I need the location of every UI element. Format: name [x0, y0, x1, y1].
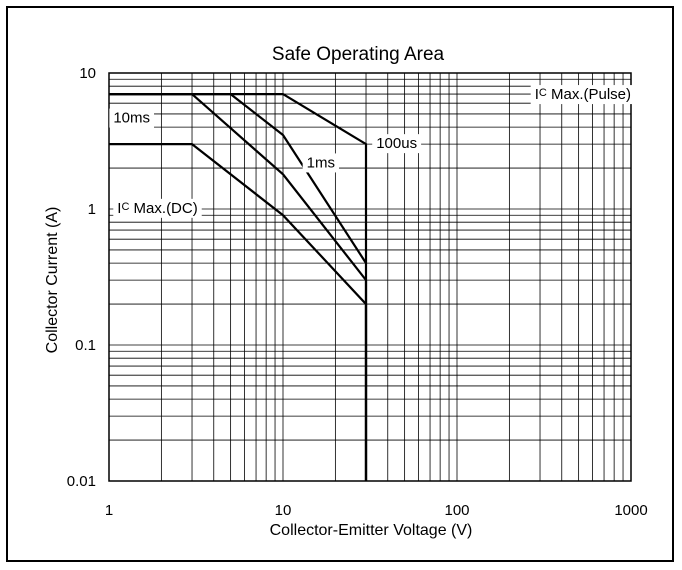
x-tick-label: 100	[444, 502, 469, 519]
plot-border	[108, 72, 632, 482]
annotations-group: IC Max.(Pulse) 10ms 1ms 100us IC Max.(DC)	[109, 85, 636, 218]
y-tick-label: 0.1	[75, 337, 96, 354]
chart-title: Safe Operating Area	[272, 44, 445, 65]
annotation-label: 10ms	[113, 110, 150, 127]
x-tick-label: 1000	[614, 502, 647, 519]
annotation-label: 1ms	[307, 154, 335, 171]
y-tick-label: 1	[88, 201, 96, 218]
annotation-bg	[302, 153, 340, 173]
annotation-ic_dc: IC Max.(DC)	[113, 198, 202, 218]
x-tick-label: 1	[105, 502, 113, 519]
series-line-0	[109, 92, 368, 481]
tick-labels: 1 10 100 1000 10 1 0.1 0.01	[67, 65, 648, 519]
annotation-label: IC Max.(DC)	[117, 200, 197, 217]
x-tick-label: 10	[275, 502, 292, 519]
y-tick-label: 10	[79, 65, 96, 82]
annotation-bg	[113, 198, 202, 218]
annotation-label: IC Max.(Pulse)	[535, 86, 631, 103]
annotation-bg	[530, 85, 636, 105]
annotation-bg	[109, 108, 155, 128]
series-line-3	[109, 143, 368, 481]
annotation-lbl_1ms: 1ms	[302, 153, 340, 173]
annotation-bg	[372, 134, 422, 154]
annotation-label: 100us	[376, 135, 417, 152]
y-axis-label: Collector Current (A)	[44, 207, 61, 354]
series-line-2	[109, 92, 368, 481]
annotation-lbl_100us: 100us	[372, 134, 422, 154]
grid-lines	[109, 73, 631, 481]
annotation-ic_pulse: IC Max.(Pulse)	[530, 85, 636, 105]
y-tick-label: 0.01	[67, 473, 96, 490]
annotation-lbl_10ms: 10ms	[109, 108, 155, 128]
x-axis-label: Collector-Emitter Voltage (V)	[270, 522, 473, 539]
series-group	[109, 92, 368, 481]
